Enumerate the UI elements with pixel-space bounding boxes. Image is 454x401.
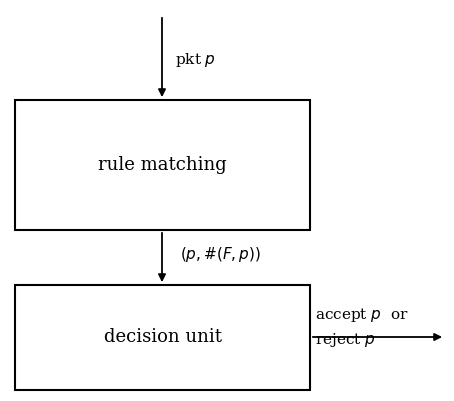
Text: rule matching: rule matching	[98, 156, 227, 174]
Text: decision unit: decision unit	[104, 328, 222, 346]
Bar	[15, 285, 310, 390]
Text: pkt $p$: pkt $p$	[175, 51, 216, 69]
Text: accept $p$  or: accept $p$ or	[315, 306, 409, 324]
Bar	[15, 100, 310, 230]
Text: $(p, \#(F, p))$: $(p, \#(F, p))$	[180, 245, 261, 265]
Text: reject $p$: reject $p$	[315, 331, 375, 349]
